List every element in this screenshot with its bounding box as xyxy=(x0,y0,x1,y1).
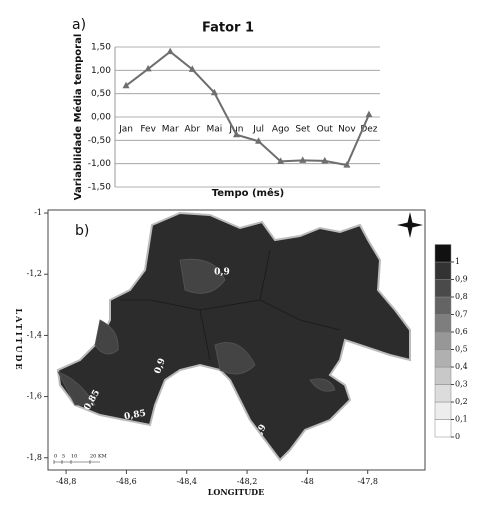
panel-label: a) xyxy=(72,17,86,33)
y-tick-label: 0,00 xyxy=(91,113,111,123)
contour-patch xyxy=(57,258,336,406)
x-tick-label: Mai xyxy=(206,125,222,135)
y-axis-label: LATITUDE xyxy=(14,308,24,371)
y-axis-label: Variabilidade Média temporal xyxy=(72,34,84,200)
colorbar-swatch xyxy=(434,401,452,420)
point-marker xyxy=(232,130,240,138)
x-tick-label: -48,6 xyxy=(116,477,137,486)
chart-title: Fator 1 xyxy=(202,21,254,36)
colorbar-tick-label: 0,7 xyxy=(455,310,468,319)
x-tick-label: Set xyxy=(295,125,310,135)
colorbar-swatch xyxy=(434,244,452,263)
x-axis-label: Tempo (mês) xyxy=(212,187,285,199)
colorbar-swatch xyxy=(434,296,452,315)
y-tick-label: 0,50 xyxy=(91,89,111,99)
scale-label: 5 xyxy=(62,454,65,460)
contour-label: 0,9 xyxy=(214,268,230,278)
panel-label: b) xyxy=(75,223,89,239)
scale-label: 10 xyxy=(71,454,77,460)
scale-label: 0 xyxy=(54,454,57,460)
colorbar-swatch xyxy=(434,366,452,385)
x-tick-label: -48,2 xyxy=(237,477,258,486)
region-map xyxy=(56,211,411,462)
x-axis-label: LONGITUDE xyxy=(208,487,264,497)
colorbar-tick-label: 0,5 xyxy=(455,345,468,354)
colorbar-swatch xyxy=(434,419,452,438)
contour-label: 0,85 xyxy=(123,409,146,423)
colorbar-swatch xyxy=(434,349,452,368)
point-marker xyxy=(210,88,218,96)
colorbar-swatch xyxy=(434,384,452,403)
point-marker xyxy=(321,156,329,164)
x-tick-label: -47,8 xyxy=(357,477,378,486)
colorbar-tick-label: 0,3 xyxy=(455,380,468,389)
colorbar-swatch xyxy=(434,331,452,350)
y-tick-label: -1,00 xyxy=(88,159,112,169)
colorbar-swatch xyxy=(434,279,452,298)
boundary-line xyxy=(120,249,341,361)
compass-shape xyxy=(397,212,423,238)
scale-label: 20 KM xyxy=(90,454,107,460)
compass-rose xyxy=(397,212,423,238)
x-tick-label: -48,8 xyxy=(56,477,77,486)
x-tick-label: Jul xyxy=(252,125,264,135)
scale-bar xyxy=(53,460,100,464)
point-marker xyxy=(277,157,285,164)
colorbar-tick-label: 0,4 xyxy=(455,362,468,371)
x-tick-label: Nov xyxy=(338,125,356,135)
x-tick-label: Abr xyxy=(185,125,201,135)
y-tick-label: 1,00 xyxy=(91,66,111,76)
series-line xyxy=(125,50,370,167)
colorbar-swatch xyxy=(434,314,452,333)
point-marker xyxy=(343,161,351,168)
x-tick-label: -48 xyxy=(301,477,314,486)
x-tick-label: Fev xyxy=(140,125,156,135)
y-tick-label: 1,50 xyxy=(91,43,111,53)
point-marker xyxy=(188,65,196,72)
point-marker xyxy=(166,47,174,55)
point-marker xyxy=(122,81,130,89)
colorbar-tick-label: 1 xyxy=(455,257,460,266)
point-marker xyxy=(365,110,373,118)
x-tick-label: Dez xyxy=(360,125,377,135)
colorbar-tick-label: 0,9 xyxy=(455,275,468,284)
y-tick-label: -1,2 xyxy=(27,269,42,278)
colorbar-tick-label: 0,1 xyxy=(455,415,468,424)
x-tick-label: Mar xyxy=(162,125,179,135)
x-tick-label: Ago xyxy=(272,125,290,135)
x-tick-label: Jun xyxy=(228,125,243,135)
y-tick-label: -1,4 xyxy=(27,330,42,339)
colorbar-swatch xyxy=(434,261,452,280)
y-tick-label: -1,8 xyxy=(27,453,42,462)
x-tick-label: Jan xyxy=(118,125,133,135)
colorbar-tick-label: 0,8 xyxy=(455,292,468,301)
y-tick-label: -1,50 xyxy=(88,183,112,193)
y-tick-label: -1,6 xyxy=(27,392,42,401)
x-tick-label: -48,4 xyxy=(176,477,197,486)
y-tick-label: -1 xyxy=(34,208,42,217)
colorbar-tick-label: 0 xyxy=(455,432,460,441)
colorbar-tick-label: 0,6 xyxy=(455,327,468,336)
point-marker xyxy=(144,64,152,72)
y-tick-label: -0,50 xyxy=(88,136,112,146)
point-marker xyxy=(255,137,263,144)
point-marker xyxy=(299,156,307,163)
x-tick-label: Out xyxy=(317,125,334,135)
colorbar-tick-label: 0,2 xyxy=(455,397,468,406)
